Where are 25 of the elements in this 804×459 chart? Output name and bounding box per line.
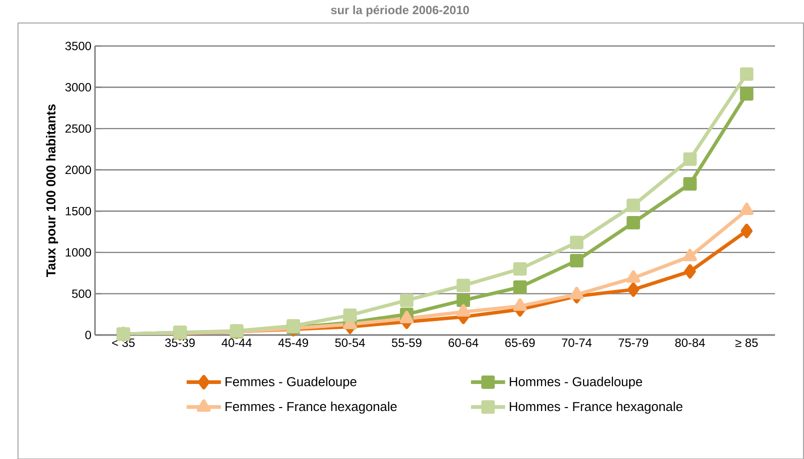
x-tick-label: 50-54 xyxy=(335,338,365,347)
chart-title: sur la période 2006-2010 xyxy=(330,5,469,17)
x-tick-label: 80-84 xyxy=(675,338,705,347)
y-tick-label: 2000 xyxy=(65,166,92,174)
x-tick-label: 55-59 xyxy=(392,338,422,347)
legend-label: Hommes - Guadeloupe xyxy=(510,376,642,389)
y-tick-label: 0 xyxy=(85,330,92,340)
y-tick-label: 3500 xyxy=(65,42,92,50)
x-tick-label: 45-49 xyxy=(278,338,308,347)
x-tick-label: 70-74 xyxy=(562,338,592,347)
legend-label: Femmes - France hexagonale xyxy=(226,402,397,414)
y-tick-label: 1000 xyxy=(66,248,92,257)
legend-label: Femmes - Guadeloupe xyxy=(226,376,356,389)
x-tick-label: 40-44 xyxy=(222,338,252,347)
x-tick-label: 35-39 xyxy=(165,338,195,347)
x-tick-label: 65-69 xyxy=(505,338,535,347)
legend-label: Hommes - France hexagonale xyxy=(510,402,682,414)
x-tick-label: 75-79 xyxy=(618,338,648,347)
y-tick-label: 500 xyxy=(72,289,92,298)
y-tick-label: 1500 xyxy=(66,206,92,216)
y-tick-label: 2500 xyxy=(65,124,92,133)
x-tick-label: 60-64 xyxy=(448,338,478,347)
y-axis-title: Taux pour 100 000 habitants xyxy=(46,104,58,277)
y-tick-label: 3000 xyxy=(65,83,92,92)
x-tick-label: ≥ 85 xyxy=(735,338,758,347)
